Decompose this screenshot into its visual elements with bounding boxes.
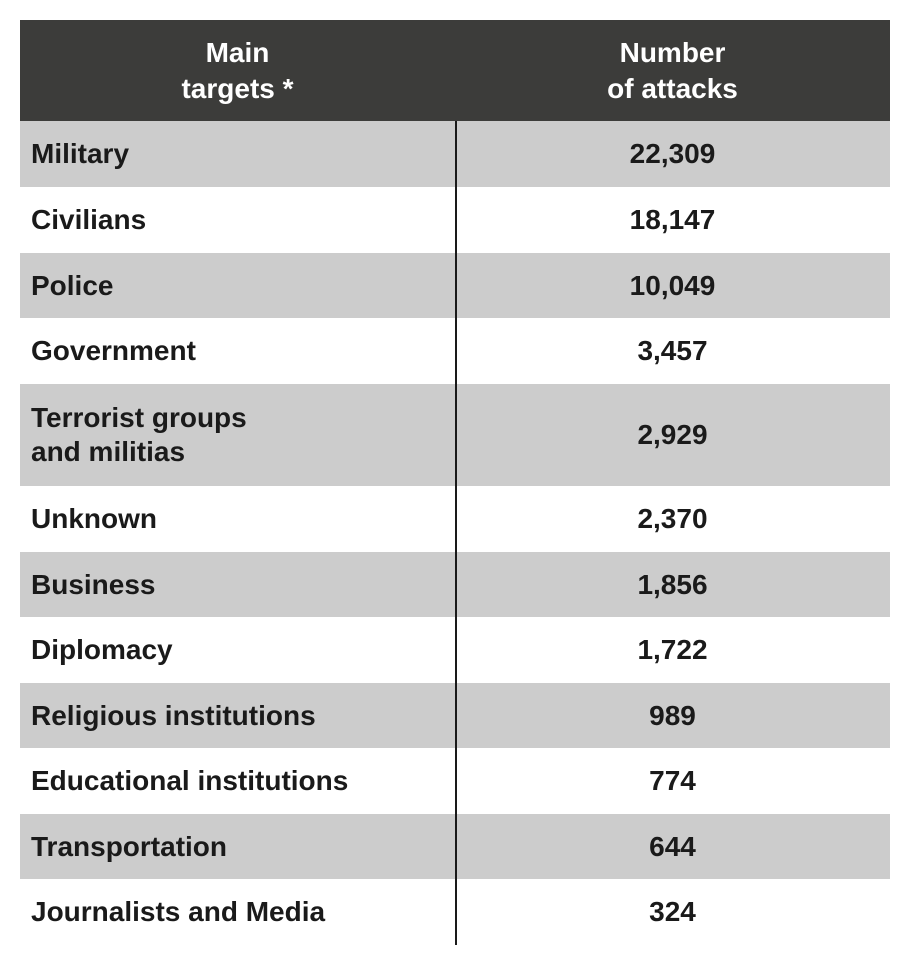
attacks-cell: 18,147 (629, 204, 716, 235)
target-cell: Religious institutions (31, 699, 316, 731)
target-cell: Journalists and Media (31, 896, 326, 927)
target-cell: Unknown (31, 503, 157, 534)
attacks-cell: 324 (649, 896, 696, 927)
table-row: Civilians 18,147 (20, 187, 890, 253)
header-number-of-attacks: Number of attacks (455, 20, 890, 121)
target-cell: Business (31, 568, 156, 600)
header-line: of attacks (607, 72, 738, 104)
attacks-cell: 2,929 (637, 419, 708, 450)
table-row: Unknown 2,370 (20, 486, 890, 552)
table-row: Journalists and Media 324 (20, 879, 890, 945)
attacks-cell: 1,856 (637, 568, 708, 600)
target-cell: Diplomacy (31, 634, 173, 665)
attacks-cell: 2,370 (637, 503, 708, 534)
attacks-cell: 3,457 (637, 335, 708, 366)
header-line: targets * (181, 72, 294, 104)
table-row: Government 3,457 (20, 318, 890, 384)
attacks-cell: 10,049 (629, 269, 716, 301)
target-cell: Civilians (31, 204, 147, 235)
attacks-cell: 644 (649, 830, 696, 862)
attacks-cell: 989 (649, 699, 696, 731)
column-divider (455, 121, 457, 945)
table-header: Main targets * Number of attacks (20, 20, 890, 121)
table-row: Diplomacy 1,722 (20, 617, 890, 683)
attacks-cell: 1,722 (637, 634, 708, 665)
target-cell: Educational institutions (31, 765, 349, 796)
header-line: Main (205, 36, 270, 68)
target-cell: Terrorist groups and militias (31, 402, 247, 467)
target-cell: Police (31, 269, 114, 301)
target-cell: Government (31, 335, 196, 366)
table-row: Educational institutions 774 (20, 748, 890, 814)
target-cell: Military (31, 138, 130, 169)
attacks-cell: 22,309 (629, 138, 716, 169)
header-line: Number (619, 36, 726, 68)
attacks-cell: 774 (649, 765, 696, 796)
header-main-targets: Main targets * (20, 20, 455, 121)
target-cell: Transportation (31, 830, 228, 862)
